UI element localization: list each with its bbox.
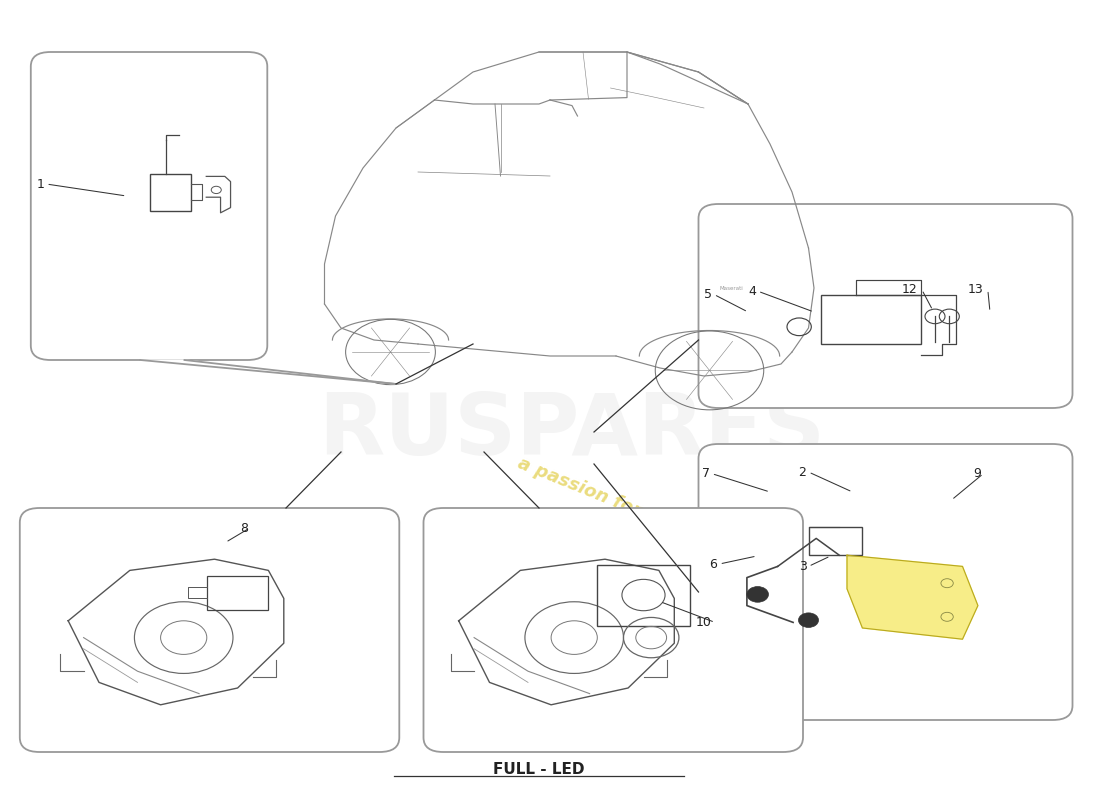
FancyBboxPatch shape <box>698 444 1072 720</box>
Text: FULL - LED: FULL - LED <box>493 762 585 777</box>
Bar <box>151 174 190 210</box>
Bar <box>821 294 921 345</box>
Polygon shape <box>141 360 396 384</box>
Text: 2: 2 <box>799 466 806 478</box>
Polygon shape <box>847 555 978 639</box>
Text: 8: 8 <box>240 522 248 534</box>
Text: 7: 7 <box>702 467 710 480</box>
Text: 1: 1 <box>36 178 44 190</box>
FancyBboxPatch shape <box>424 508 803 752</box>
Bar <box>597 565 690 626</box>
FancyBboxPatch shape <box>698 204 1072 408</box>
Text: a passion for parts since 1985: a passion for parts since 1985 <box>515 454 805 586</box>
Circle shape <box>747 586 769 602</box>
FancyBboxPatch shape <box>31 52 267 360</box>
Text: 12: 12 <box>902 283 917 296</box>
Text: 6: 6 <box>710 558 717 570</box>
Text: 9: 9 <box>974 467 981 480</box>
Text: 5: 5 <box>704 288 712 301</box>
Text: 13: 13 <box>968 283 983 296</box>
Text: 3: 3 <box>799 560 806 573</box>
Text: Maserati: Maserati <box>719 286 744 290</box>
FancyBboxPatch shape <box>20 508 399 752</box>
Bar <box>808 527 862 555</box>
Text: 10: 10 <box>695 616 711 629</box>
Bar <box>207 576 268 610</box>
Text: 4: 4 <box>748 285 756 298</box>
Text: RUSPARES: RUSPARES <box>319 390 825 474</box>
Circle shape <box>799 613 818 627</box>
